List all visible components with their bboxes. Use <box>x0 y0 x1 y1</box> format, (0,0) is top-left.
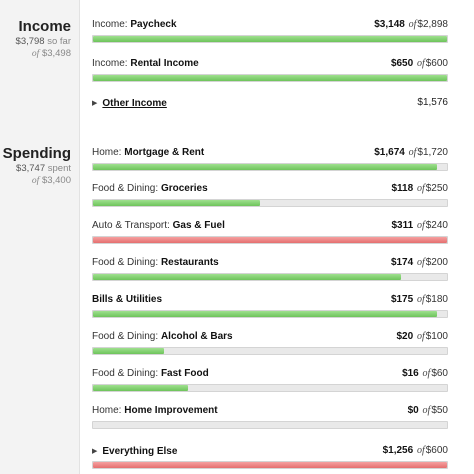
everything-else-label: Everything Else <box>102 446 178 457</box>
budget-row-gas-fuel[interactable]: Auto & Transport: Gas & Fuel $311 of$240 <box>92 219 448 244</box>
progress-fill <box>93 164 438 170</box>
row-amount: $16 of$60 <box>402 368 448 379</box>
income-so-far: $3,798 so far <box>16 36 71 48</box>
progress-bar <box>92 384 448 392</box>
row-amount: $1,674 of$1,720 <box>374 147 448 158</box>
other-income-amount: $1,576 <box>417 97 448 108</box>
income-of-label: of <box>31 49 40 59</box>
row-amount: $118 of$250 <box>391 183 448 194</box>
progress-bar <box>92 421 448 429</box>
everything-else-toggle[interactable]: ▶ Everything Else <box>92 445 177 458</box>
row-amount: $20 of$100 <box>396 331 449 342</box>
budget-row-rental-income[interactable]: Income: Rental Income $650 of$600 <box>92 57 448 82</box>
progress-fill <box>93 200 261 206</box>
row-category: Bills & Utilities <box>92 294 163 305</box>
row-amount: $650 of$600 <box>390 58 448 69</box>
row-category: Auto & Transport: Gas & Fuel <box>92 220 225 231</box>
budget-row-home-improvement[interactable]: Home: Home Improvement $0 of$50 <box>92 404 448 429</box>
spending-budget: of $3,400 <box>3 175 71 187</box>
income-title: Income <box>18 18 71 35</box>
row-category: Income: Paycheck <box>92 19 177 30</box>
spending-spent-label: spent <box>47 163 71 174</box>
budget-row-alcohol-bars[interactable]: Food & Dining: Alcohol & Bars $20 of$100 <box>92 330 448 355</box>
spending-title: Spending <box>2 145 71 162</box>
row-amount: $174 of$200 <box>390 257 448 268</box>
progress-bar <box>92 461 448 469</box>
row-category: Home: Home Improvement <box>92 405 218 416</box>
row-amount: $1,256 of$600 <box>382 445 448 456</box>
budget-row-restaurants[interactable]: Food & Dining: Restaurants $174 of$200 <box>92 256 448 281</box>
budget-row-bills-utilities[interactable]: Bills & Utilities $175 of$180 <box>92 293 448 318</box>
income-budget-amount: $3,498 <box>41 48 71 59</box>
progress-fill <box>93 274 401 280</box>
spending-of-label: of <box>31 176 40 186</box>
spending-budget-amount: $3,400 <box>41 175 71 186</box>
income-so-far-amount: $3,798 <box>15 36 45 47</box>
row-category: Home: Mortgage & Rent <box>92 147 205 158</box>
progress-fill <box>93 385 188 391</box>
income-so-far-label: so far <box>47 36 71 47</box>
spending-spent-amount: $3,747 <box>16 163 46 174</box>
progress-bar <box>92 236 448 244</box>
income-budget: of $3,498 <box>16 48 71 60</box>
progress-fill <box>93 237 447 243</box>
progress-bar <box>92 273 448 281</box>
spending-summary: Spending $3,747 spent of $3,400 <box>3 145 71 187</box>
progress-bar <box>92 310 448 318</box>
expand-triangle-icon: ▶ <box>92 100 98 107</box>
other-income-link[interactable]: Other Income <box>102 98 167 109</box>
expand-triangle-icon: ▶ <box>92 448 98 455</box>
row-category: Food & Dining: Alcohol & Bars <box>92 331 233 342</box>
other-income-row[interactable]: ▶ Other Income $1,576 <box>92 96 448 110</box>
spending-spent: $3,747 spent <box>3 163 71 175</box>
progress-bar <box>92 35 448 43</box>
progress-bar <box>92 199 448 207</box>
progress-fill <box>93 36 447 42</box>
row-amount: $3,148 of$2,898 <box>374 19 448 30</box>
budget-row-fast-food[interactable]: Food & Dining: Fast Food $16 of$60 <box>92 367 448 392</box>
progress-fill <box>93 75 447 81</box>
budget-row-groceries[interactable]: Food & Dining: Groceries $118 of$250 <box>92 182 448 207</box>
row-amount: $175 of$180 <box>390 294 448 305</box>
progress-fill <box>93 311 438 317</box>
row-category: Food & Dining: Restaurants <box>92 257 219 268</box>
sidebar: Income $3,798 so far of $3,498 Spending … <box>0 0 80 474</box>
progress-fill <box>93 348 164 354</box>
row-amount: $311 of$240 <box>391 220 448 231</box>
row-category: Food & Dining: Fast Food <box>92 368 209 379</box>
budget-row-mortgage-rent[interactable]: Home: Mortgage & Rent $1,674 of$1,720 <box>92 146 448 171</box>
progress-fill <box>93 462 447 468</box>
other-income-toggle[interactable]: ▶ Other Income <box>92 97 167 110</box>
everything-else-row[interactable]: ▶ Everything Else $1,256 of$600 <box>92 444 448 469</box>
row-category: Income: Rental Income <box>92 58 199 69</box>
progress-bar <box>92 163 448 171</box>
budget-list: Income: Paycheck $3,148 of$2,898 Income:… <box>86 0 460 474</box>
progress-bar <box>92 347 448 355</box>
budget-row-paycheck[interactable]: Income: Paycheck $3,148 of$2,898 <box>92 18 448 43</box>
row-category: Food & Dining: Groceries <box>92 183 208 194</box>
progress-bar <box>92 74 448 82</box>
row-amount: $0 of$50 <box>407 405 448 416</box>
income-summary: Income $3,798 so far of $3,498 <box>16 18 71 60</box>
